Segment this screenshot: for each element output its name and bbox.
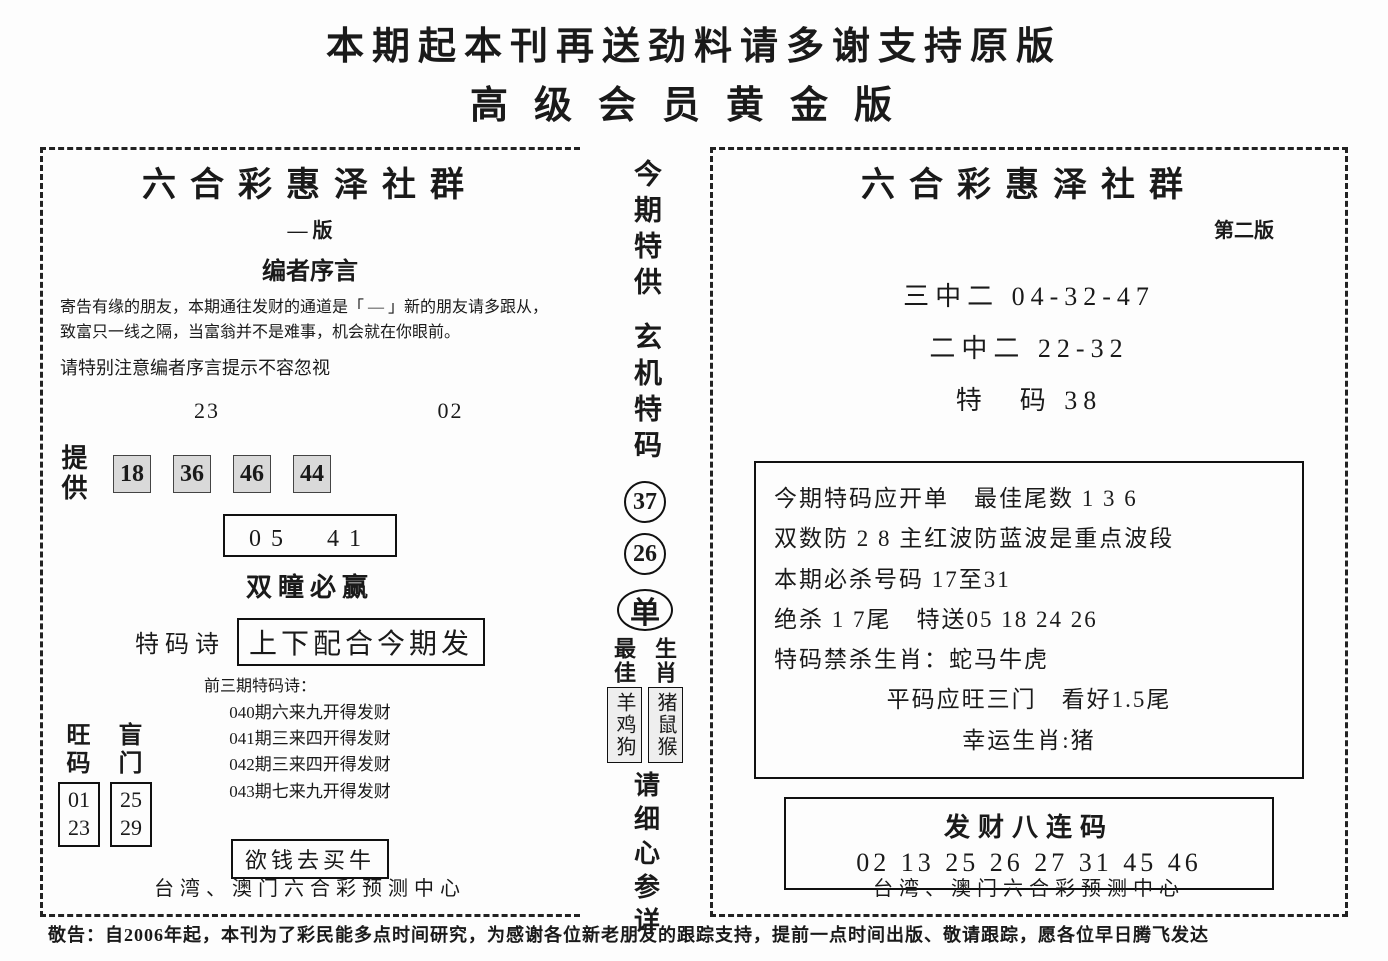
- left-title: 六合彩惠泽社群: [54, 157, 566, 206]
- best-values: 羊鸡狗: [607, 687, 642, 763]
- kv-value: 22-32: [1038, 334, 1129, 363]
- preface-note: 请特别注意编者序言提示不容忽视: [60, 354, 560, 380]
- right-title: 六合彩惠泽社群: [724, 157, 1334, 206]
- mid-panel: 今期特供 玄机特码 37 26 单 最佳 羊鸡狗 生肖 猪鼠猴 请细心参详: [580, 147, 710, 917]
- special-poem-label: 特码诗: [135, 624, 225, 659]
- right-source: 台湾、澳门六合彩预测中心: [710, 872, 1348, 901]
- tip-line: 特码禁杀生肖：蛇马牛虎: [774, 640, 1284, 680]
- right-edition: 第二版: [724, 214, 1334, 243]
- mangmen-label: 盲门: [110, 722, 145, 778]
- kv-block: 三中二 04-32-47 二中二 22-32 特 码 38: [724, 271, 1334, 427]
- kv-row: 三中二 04-32-47: [724, 271, 1334, 323]
- loose-numbers: 23 02: [54, 398, 566, 424]
- bottom-left-pairs: 旺码 01 23 盲门 25 29: [58, 722, 152, 847]
- wangma-col: 旺码 01 23: [58, 722, 100, 847]
- tip-line: 幸运生肖:猪: [774, 721, 1284, 761]
- wangma-values: 01 23: [58, 782, 100, 847]
- zodiac-label: 生肖: [648, 637, 680, 685]
- mangmen-values: 25 29: [110, 782, 152, 847]
- wangma-label: 旺码: [58, 722, 93, 778]
- num-tile: 44: [293, 455, 331, 493]
- zodiac-col: 生肖 猪鼠猴: [648, 637, 683, 763]
- num-tile: 36: [173, 455, 211, 493]
- loose-num-2: 02: [438, 398, 464, 423]
- eight-title: 发财八连码: [792, 807, 1266, 844]
- header-line-1: 本期起本刊再送劲料请多谢支持原版: [40, 15, 1348, 70]
- kv-value: 04-32-47: [1012, 282, 1155, 311]
- mid-heading-2: 玄机特码: [625, 322, 665, 466]
- tip-line: 双数防 2 8 主红波防蓝波是重点波段: [774, 519, 1284, 559]
- tip-line: 平码应旺三门 看好1.5尾: [774, 680, 1284, 720]
- left-edition: — 版: [54, 214, 566, 243]
- tip-line: 绝杀 1 7尾 特送05 18 24 26: [774, 600, 1284, 640]
- mid-heading-1: 今期特供: [625, 159, 665, 303]
- oval-single: 单: [617, 589, 673, 631]
- header-line-2: 高级会员黄金版: [40, 74, 1348, 129]
- circled-number: 26: [624, 533, 666, 575]
- kv-row: 特 码 38: [724, 375, 1334, 427]
- tips-box: 今期特码应开单 最佳尾数 1 3 6 双数防 2 8 主红波防蓝波是重点波段 本…: [754, 461, 1304, 779]
- pair-box-row: 05 41: [54, 514, 566, 557]
- loose-num-1: 23: [194, 398, 220, 423]
- provide-row: 提供 18 36 46 44: [54, 444, 566, 504]
- left-panel: 六合彩惠泽社群 — 版 编者序言 寄告有缘的朋友，本期通往发财的通道是「 — 」…: [40, 147, 580, 917]
- tip-line: 今期特码应开单 最佳尾数 1 3 6: [774, 479, 1284, 519]
- kv-row: 二中二 22-32: [724, 323, 1334, 375]
- mangmen-col: 盲门 25 29: [110, 722, 152, 847]
- kv-value: 38: [1064, 386, 1102, 415]
- mid-zodiac-pair: 最佳 羊鸡狗 生肖 猪鼠猴: [594, 637, 696, 763]
- page-root: 本期起本刊再送劲料请多谢支持原版 高级会员黄金版 六合彩惠泽社群 — 版 编者序…: [0, 0, 1388, 961]
- best-col: 最佳 羊鸡狗: [607, 637, 642, 763]
- special-poem-box: 上下配合今期发: [237, 618, 485, 666]
- pair-box: 05 41: [223, 514, 397, 557]
- preface-title: 编者序言: [54, 251, 566, 286]
- circled-number: 37: [624, 481, 666, 523]
- provide-label: 提供: [54, 444, 91, 504]
- zodiac-values: 猪鼠猴: [648, 687, 683, 763]
- mustwin-text: 双瞳必赢: [54, 567, 566, 604]
- kv-label: 二中二: [929, 323, 1025, 375]
- columns-wrap: 六合彩惠泽社群 — 版 编者序言 寄告有缘的朋友，本期通往发财的通道是「 — 」…: [40, 147, 1348, 917]
- past-poems-label: 前三期特码诗：: [54, 672, 566, 696]
- best-label: 最佳: [607, 637, 639, 685]
- mid-heading-3: 请细心参详: [627, 771, 664, 941]
- num-tile: 46: [233, 455, 271, 493]
- preface-body: 寄告有缘的朋友，本期通往发财的通道是「 — 」新的朋友请多跟从，致富只一线之隔，…: [60, 296, 560, 346]
- tip-line: 本期必杀号码 17至31: [774, 560, 1284, 600]
- num-tile: 18: [113, 455, 151, 493]
- kv-label: 特 码: [956, 375, 1052, 427]
- left-source: 台湾、澳门六合彩预测中心: [40, 872, 580, 901]
- kv-label: 三中二: [903, 271, 999, 323]
- special-poem-row: 特码诗 上下配合今期发: [54, 618, 566, 666]
- right-panel: 六合彩惠泽社群 第二版 三中二 04-32-47 二中二 22-32 特 码 3…: [710, 147, 1348, 917]
